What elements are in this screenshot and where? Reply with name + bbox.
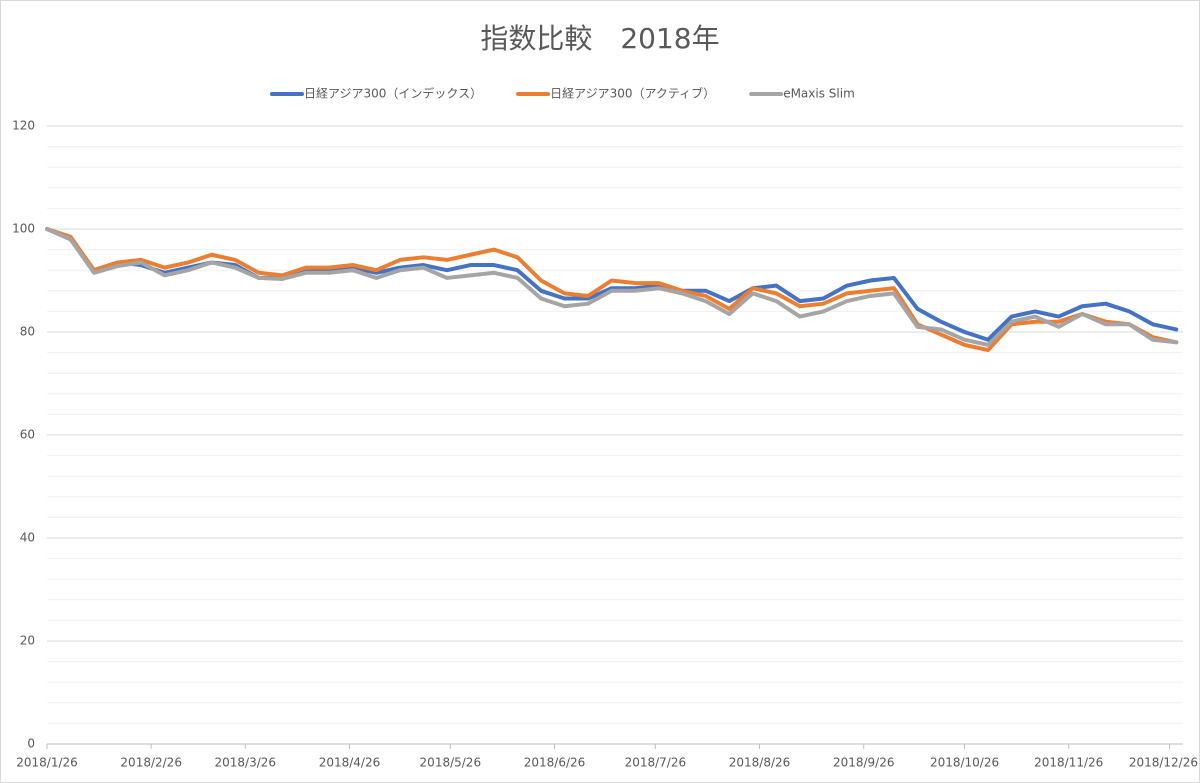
y-tick-label: 60: [20, 428, 35, 442]
series-line: [45, 227, 1179, 347]
y-tick-label: 120: [12, 119, 35, 133]
y-tick-label: 20: [20, 634, 35, 648]
x-tick-label: 2018/2/26: [120, 756, 182, 770]
chart-title: 指数比較 2018年: [480, 22, 719, 55]
y-tick-label: 40: [20, 531, 35, 545]
x-tick-label: 2018/5/26: [420, 756, 482, 770]
x-tick-label: 2018/8/26: [729, 756, 791, 770]
y-tick-label: 100: [12, 222, 35, 236]
x-tick-label: 2018/4/26: [319, 756, 381, 770]
series-line: [45, 227, 1179, 353]
legend-label: 日経アジア300（アクティブ）: [550, 86, 715, 101]
legend-label: eMaxis Slim: [783, 87, 855, 101]
x-tick-label: 2018/7/26: [625, 756, 687, 770]
series-line: [45, 227, 1179, 342]
x-tick-label: 2018/3/26: [215, 756, 277, 770]
x-tick-label: 2018/11/26: [1034, 756, 1103, 770]
x-tick-label: 2018/1/26: [16, 756, 78, 770]
y-tick-label: 0: [27, 737, 35, 751]
x-tick-label: 2018/12/26: [1129, 756, 1198, 770]
legend-label: 日経アジア300（インデックス）: [304, 86, 482, 101]
x-tick-label: 2018/9/26: [833, 756, 895, 770]
x-tick-label: 2018/6/26: [524, 756, 586, 770]
x-tick-label: 2018/10/26: [930, 756, 999, 770]
y-tick-label: 80: [20, 325, 35, 339]
